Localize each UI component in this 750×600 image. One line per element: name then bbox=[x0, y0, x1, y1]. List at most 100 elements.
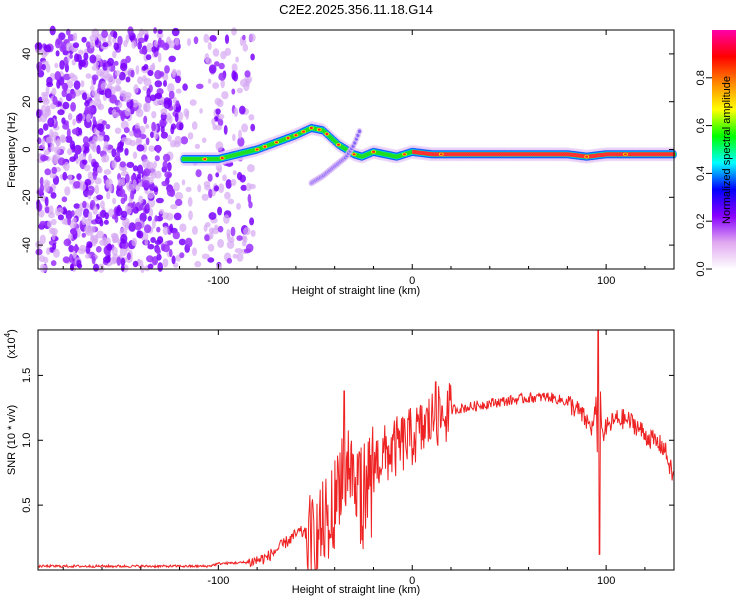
noise-blob bbox=[70, 102, 76, 112]
noise-blob bbox=[39, 184, 45, 193]
trace-band bbox=[430, 152, 433, 157]
noise-blob bbox=[162, 226, 169, 236]
snr-multiplier-base: (x10 bbox=[6, 337, 18, 358]
noise-blob bbox=[183, 108, 190, 117]
noise-blob bbox=[159, 208, 165, 215]
trace-band bbox=[496, 152, 499, 157]
noise-blob bbox=[229, 236, 235, 244]
noise-blob bbox=[85, 253, 91, 259]
noise-blob bbox=[92, 170, 98, 180]
noise-blob bbox=[218, 72, 226, 81]
noise-blob bbox=[63, 238, 72, 247]
noise-blob bbox=[43, 44, 52, 53]
trace-hotspot-red bbox=[337, 143, 340, 146]
trace-band bbox=[572, 152, 575, 157]
trace-band bbox=[663, 152, 666, 157]
noise-blob bbox=[115, 78, 122, 85]
noise-blob bbox=[155, 145, 161, 154]
colorbar-tick-label: 0.2 bbox=[695, 214, 707, 229]
noise-blob bbox=[61, 83, 69, 91]
noise-blob bbox=[137, 41, 142, 50]
trace-band bbox=[412, 149, 415, 154]
noise-blob bbox=[92, 161, 99, 168]
noise-blob bbox=[41, 137, 46, 148]
trace-band bbox=[469, 152, 472, 157]
noise-blob bbox=[208, 188, 213, 199]
trace-band bbox=[482, 152, 485, 157]
trace-band bbox=[435, 152, 438, 157]
noise-blob bbox=[151, 121, 157, 132]
trace-band bbox=[517, 152, 520, 157]
trace-band bbox=[523, 152, 527, 157]
trace-band bbox=[612, 152, 615, 157]
snr-x-axis-title: Height of straight line (km) bbox=[292, 584, 420, 596]
noise-blob bbox=[157, 262, 163, 272]
trace-band bbox=[564, 152, 567, 157]
noise-blob bbox=[179, 252, 185, 259]
noise-blob bbox=[75, 158, 80, 165]
trace-band bbox=[416, 150, 420, 155]
noise-blob bbox=[51, 87, 57, 96]
noise-blob bbox=[120, 264, 125, 272]
noise-blob bbox=[154, 92, 163, 100]
noise-blob bbox=[73, 80, 81, 90]
noise-blob bbox=[143, 115, 148, 125]
noise-blob bbox=[114, 127, 122, 134]
noise-blob bbox=[93, 263, 99, 272]
trace-band bbox=[494, 152, 497, 157]
trace-band bbox=[489, 152, 492, 157]
trace-band bbox=[508, 152, 511, 157]
trace-band bbox=[463, 152, 466, 157]
noise-blob bbox=[207, 78, 212, 84]
noise-blob bbox=[231, 63, 238, 73]
noise-blob bbox=[118, 71, 126, 81]
noise-blob bbox=[52, 242, 57, 250]
noise-blob bbox=[185, 237, 193, 248]
noise-blob bbox=[111, 233, 119, 243]
noise-blob bbox=[220, 51, 227, 60]
noise-blob bbox=[82, 136, 90, 145]
trace-band bbox=[565, 152, 568, 157]
noise-blob bbox=[62, 256, 70, 264]
noise-blob bbox=[78, 127, 83, 136]
snr-series-line bbox=[37, 329, 674, 571]
noise-blob bbox=[137, 76, 144, 85]
noise-blob bbox=[94, 177, 102, 185]
trace-band bbox=[671, 152, 674, 157]
snr-x-tick-label: 100 bbox=[597, 575, 615, 587]
noise-blob bbox=[205, 57, 213, 65]
trace-band bbox=[488, 152, 491, 157]
trace-band bbox=[615, 152, 618, 157]
noise-blob bbox=[188, 210, 193, 221]
trace-band bbox=[478, 152, 482, 157]
noise-blob bbox=[197, 184, 202, 193]
trace-band bbox=[567, 152, 570, 157]
trace-band bbox=[510, 152, 513, 157]
noise-blob bbox=[57, 157, 66, 166]
noise-blob bbox=[122, 95, 131, 103]
trace-band bbox=[553, 152, 556, 157]
noise-blob bbox=[241, 123, 249, 133]
noise-blob bbox=[74, 243, 79, 254]
trace-band bbox=[475, 152, 478, 157]
noise-blob bbox=[67, 174, 73, 181]
noise-blob bbox=[49, 205, 54, 215]
noise-blob bbox=[232, 71, 239, 82]
noise-blob bbox=[78, 59, 86, 67]
noise-blob bbox=[36, 202, 43, 212]
noise-blob bbox=[144, 102, 151, 113]
noise-blob bbox=[84, 105, 89, 115]
noise-blob bbox=[174, 37, 180, 46]
trace-band bbox=[472, 152, 475, 157]
noise-blob bbox=[154, 215, 159, 222]
trace-band bbox=[443, 152, 446, 157]
noise-blob bbox=[151, 46, 157, 53]
noise-blob bbox=[89, 54, 97, 64]
snr-y-tick-label: 0.5 bbox=[21, 497, 33, 512]
noise-blob bbox=[148, 208, 154, 218]
trace-band bbox=[635, 152, 638, 157]
noise-blob bbox=[81, 36, 87, 43]
noise-blob bbox=[147, 69, 154, 77]
noise-blob bbox=[234, 248, 243, 254]
